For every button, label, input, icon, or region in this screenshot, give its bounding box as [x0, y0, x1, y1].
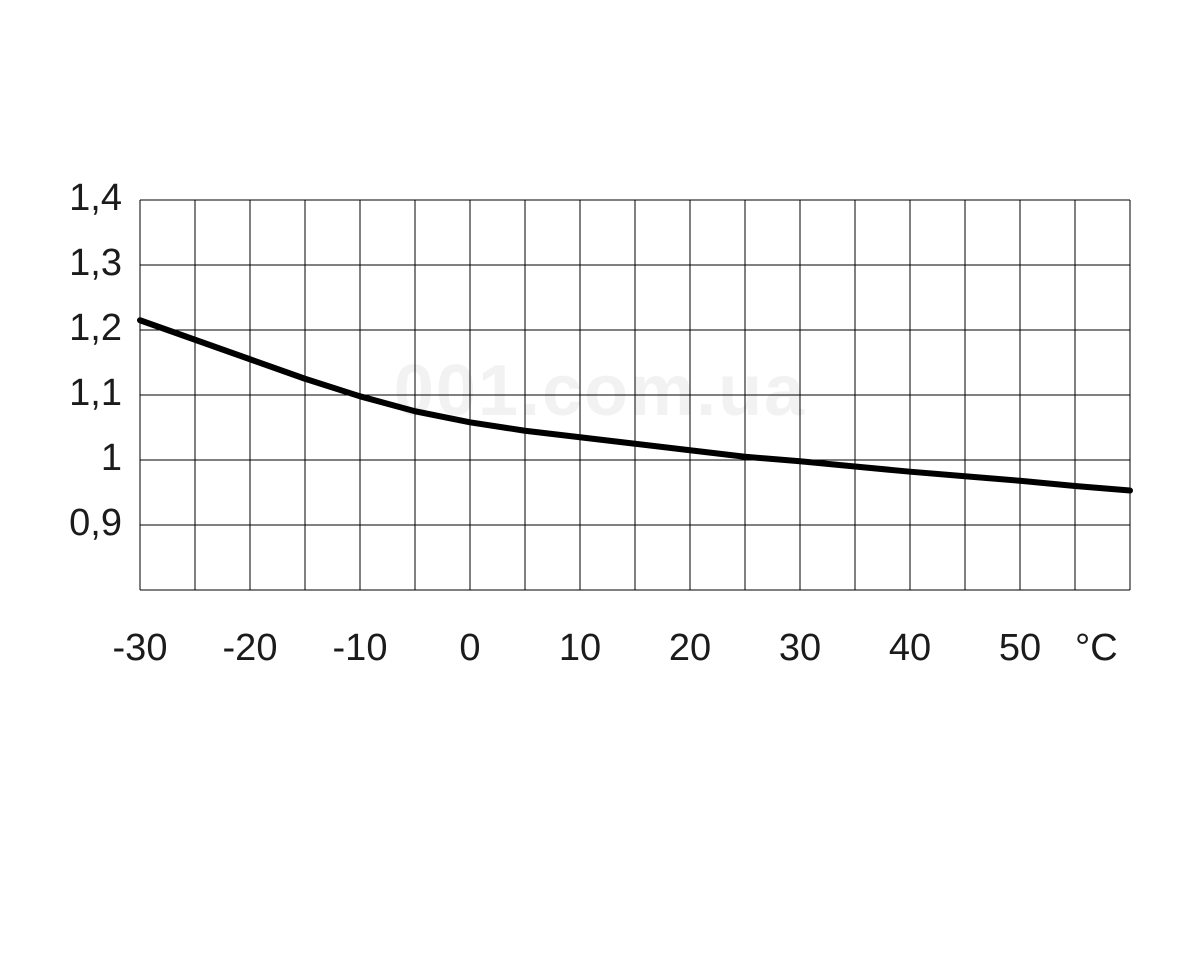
y-tick-label: 1,3: [69, 242, 122, 284]
x-tick-label: 10: [559, 627, 601, 669]
y-tick-label: 1: [101, 437, 122, 479]
x-tick-label: 30: [779, 627, 821, 669]
x-tick-label: -20: [223, 627, 278, 669]
x-tick-label: 40: [889, 627, 931, 669]
x-tick-label: 20: [669, 627, 711, 669]
x-tick-label: 50: [999, 627, 1041, 669]
y-tick-label: 1,1: [69, 372, 122, 414]
line-chart: 001.com.ua1,41,31,21,110,9-30-20-1001020…: [0, 0, 1200, 960]
chart-container: 001.com.ua1,41,31,21,110,9-30-20-1001020…: [0, 0, 1200, 960]
x-tick-label: -30: [113, 627, 168, 669]
y-tick-label: 1,2: [69, 307, 122, 349]
y-tick-label: 0,9: [69, 502, 122, 544]
x-tick-label: 0: [459, 627, 480, 669]
y-tick-label: 1,4: [69, 177, 122, 219]
x-axis-unit: °C: [1075, 627, 1118, 669]
x-tick-label: -10: [333, 627, 388, 669]
